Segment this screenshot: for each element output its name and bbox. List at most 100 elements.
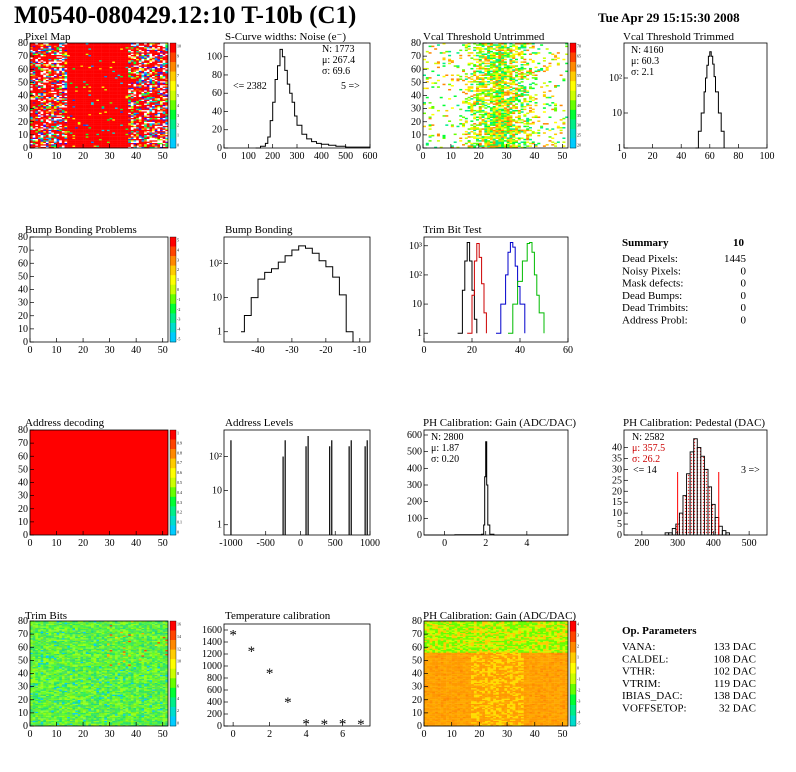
pixel-map-cell: [53, 145, 57, 147]
pixel-map-cell: [112, 104, 116, 107]
pixel-map-cell: [37, 107, 41, 109]
pixel-map-cell: [61, 88, 65, 91]
pixel-map-cell: [48, 130, 52, 133]
pixel-map-cell: [48, 103, 52, 105]
vcal-untrimmed-cell: [495, 123, 499, 125]
pixel-map-cell: [93, 129, 97, 132]
pixel-map-cell: [93, 53, 97, 56]
pixel-map-cell: [40, 83, 44, 86]
vcal-untrimmed-cell: [509, 123, 513, 125]
pixel-map-cell: [53, 112, 57, 115]
pixel-map-cell: [130, 87, 134, 90]
pixel-map-cell: [64, 65, 68, 67]
pixel-map-cell: [61, 134, 65, 137]
pixel-map-cell: [152, 103, 155, 105]
pixel-map-cell: [45, 83, 49, 86]
pixel-map-cell: [154, 145, 158, 147]
pixel-map-cell: [88, 61, 92, 63]
vcal-untrimmed-cell: [512, 120, 516, 122]
pixel-map-cell: [53, 58, 57, 61]
pixel-map-cell: [106, 140, 110, 142]
pixel-map-cell: [106, 78, 110, 80]
pixel-map-cell: [64, 146, 68, 149]
vcal-untrimmed-cell: [478, 129, 482, 132]
pixel-map-cell: [43, 124, 47, 126]
vcal-untrimmed-cell: [531, 121, 535, 124]
pixel-map-cell: [144, 127, 147, 129]
vcal-untrimmed-cell: [515, 121, 519, 124]
pixel-map-cell: [85, 81, 89, 83]
pixel-map-cell: [48, 66, 52, 69]
pixel-map-cell: [69, 49, 73, 52]
pixel-map-cell: [144, 125, 147, 128]
pixel-map-cell: [91, 121, 94, 124]
pixel-map-cell: [120, 134, 124, 137]
pixel-map-cell: [53, 60, 57, 62]
pixel-map-cell: [48, 120, 52, 122]
pixel-map-cell: [93, 83, 97, 86]
pixel-map-cell: [56, 86, 60, 88]
pixel-map-cell: [72, 117, 76, 120]
pixel-map-cell: [40, 73, 44, 75]
pixel-map-cell: [85, 66, 89, 69]
pixel-map-cell: [56, 111, 60, 113]
pixel-map-cell: [141, 129, 145, 132]
pixel-map-cell: [35, 134, 39, 137]
pixel-map-cell: [51, 119, 55, 121]
pixel-map-cell: [128, 95, 132, 98]
pixel-map-cell: [99, 121, 102, 124]
pixel-map-cell: [61, 112, 65, 115]
pixel-map-cell: [114, 96, 118, 99]
pixel-map-cell: [80, 58, 84, 61]
pixel-map-cell: [109, 87, 113, 90]
pixel-map-cell: [149, 46, 153, 49]
pixel-map-cell: [88, 67, 92, 70]
pixel-map-cell: [152, 83, 155, 86]
pixel-map-cell: [96, 50, 100, 53]
vcal-untrimmed-cell: [481, 120, 485, 122]
pixel-map-cell: [88, 82, 92, 84]
pixel-map-cell: [45, 107, 49, 109]
pixel-map-cell: [80, 140, 84, 142]
pixel-map-cell: [45, 141, 49, 143]
pixel-map-cell: [69, 138, 73, 141]
pixel-map-cell: [67, 64, 71, 66]
pixel-map-cell: [149, 86, 153, 88]
pixel-map-cell: [101, 45, 105, 48]
pixel-map-cell: [104, 67, 108, 70]
pixel-map-cell: [128, 145, 132, 147]
pixel-map-cell: [30, 108, 33, 111]
pixel-map-cell: [35, 140, 39, 142]
pixel-map-cell: [149, 136, 153, 138]
pixel-map-cell: [43, 74, 47, 77]
pixel-map-cell: [112, 142, 116, 145]
pixel-map-cell: [91, 90, 94, 92]
pixel-map-cell: [30, 127, 33, 129]
pixel-map-cell: [165, 106, 169, 108]
vcal-untrimmed-cell: [489, 136, 493, 138]
pixel-map-cell: [53, 78, 57, 80]
pixel-map-cell: [91, 82, 94, 84]
pixel-map-cell: [120, 70, 124, 73]
vcal-untrimmed-cell: [484, 123, 488, 125]
pixel-map-cell: [157, 75, 161, 78]
pixel-map-cell: [88, 65, 92, 67]
pixel-map-cell: [144, 78, 147, 80]
pixel-map-cell: [85, 74, 89, 77]
pixel-map-cell: [59, 138, 63, 141]
pixel-map-cell: [35, 81, 39, 83]
pixel-map-cell: [122, 64, 126, 66]
scurve-underflow: <= 2382: [233, 81, 267, 92]
pixel-map-cell: [99, 129, 102, 132]
pixel-map-cell: [51, 44, 55, 46]
pixel-map-cell: [144, 56, 147, 58]
vcal-untrimmed-cell: [473, 116, 477, 119]
pixel-map-cell: [93, 94, 97, 96]
pixel-map-cell: [133, 69, 137, 71]
pixel-map-cell: [72, 125, 76, 128]
pixel-map-cell: [30, 78, 33, 80]
pixel-map-cell: [64, 49, 68, 52]
pixel-map-cell: [109, 117, 113, 120]
pixel-map-cell: [138, 73, 142, 75]
pixel-map-cell: [56, 78, 60, 80]
